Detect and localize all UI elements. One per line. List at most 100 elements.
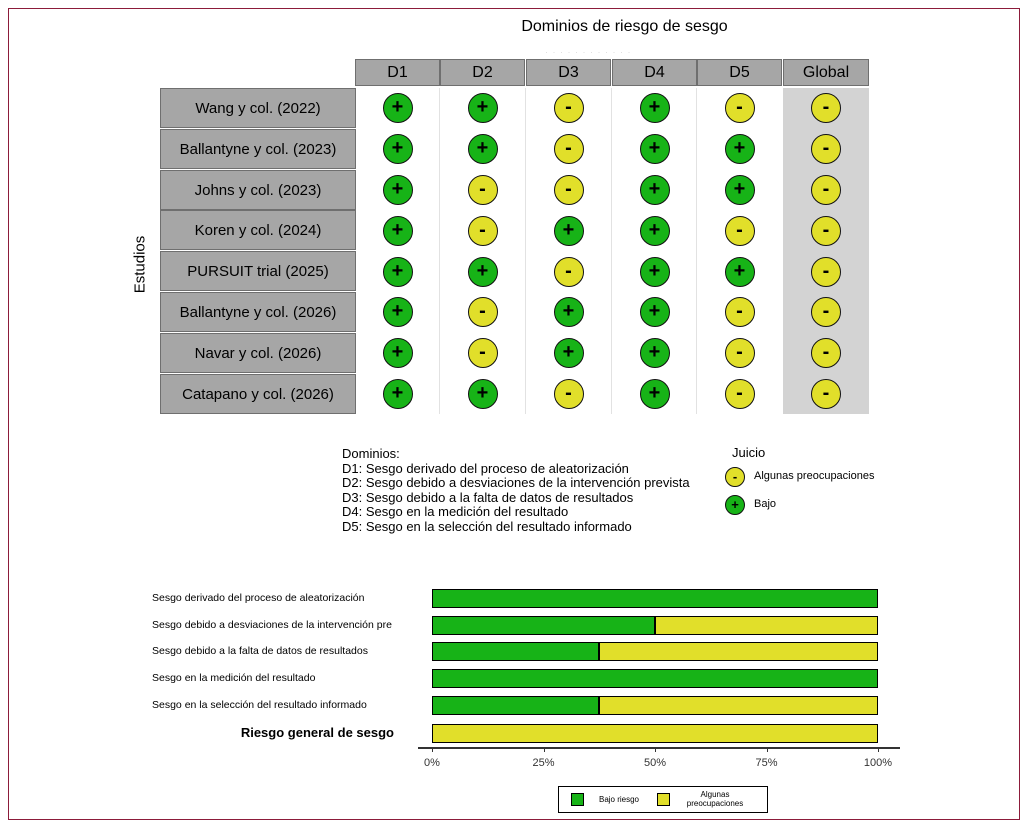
- judgement-dot-low: +: [467, 93, 498, 124]
- study-label: Ballantyne y col. (2023): [160, 128, 356, 169]
- column-header-d1: D1: [355, 59, 440, 86]
- bar-segment-some: [432, 724, 878, 743]
- domain-definition: D3: Sesgo debido a la falta de datos de …: [342, 489, 634, 505]
- judgement-dot-some: -: [467, 215, 498, 246]
- judgement-dot-low: +: [382, 215, 413, 246]
- x-tick: [543, 747, 545, 752]
- bar-segment-low: [432, 642, 600, 661]
- judgement-dot-low: +: [724, 256, 755, 287]
- study-label: PURSUIT trial (2025): [160, 251, 356, 292]
- grid-line: [439, 88, 440, 415]
- judgement-dot-low: +: [382, 134, 413, 165]
- study-label: Johns y col. (2023): [160, 169, 356, 210]
- domain-definition: D2: Sesgo debido a desviaciones de la in…: [342, 475, 690, 490]
- judgement-legend-title: Juicio: [732, 445, 766, 460]
- legend-label-low: Bajo: [754, 498, 777, 510]
- judgement-dot-low: +: [639, 134, 670, 165]
- study-label: Ballantyne y col. (2026): [160, 292, 356, 332]
- summary-legend: Bajo riesgo Algunas preocupaciones: [558, 786, 768, 813]
- domain-bar-label: Sesgo en la medición del resultado: [152, 672, 316, 684]
- study-label: Wang y col. (2022): [160, 88, 356, 128]
- judgement-dot-some: -: [811, 134, 841, 165]
- judgement-dot-low: +: [553, 215, 584, 246]
- bar-segment-low: [432, 616, 655, 635]
- judgement-dot-some: -: [811, 93, 841, 124]
- grid-line: [525, 88, 526, 415]
- figure-frame: [8, 8, 1020, 820]
- judgement-dot-low: +: [382, 338, 413, 369]
- bar-segment-some: [599, 696, 878, 715]
- legend-swatch-some: [657, 793, 670, 806]
- judgement-dot-some: -: [724, 297, 755, 328]
- judgement-dot-low: +: [639, 297, 670, 328]
- x-tick: [878, 747, 879, 752]
- faded-watermark: · · · · · · · · · · · ·: [545, 47, 632, 57]
- judgement-dot-some: -: [811, 215, 841, 246]
- legend-dot-some: -: [725, 467, 745, 487]
- judgement-dot-low: +: [724, 134, 755, 165]
- domain-definition: D4: Sesgo en la medición del resultado: [342, 504, 569, 519]
- column-header-global: Global: [783, 59, 869, 86]
- x-tick-label: 75%: [755, 757, 778, 769]
- judgement-dot-some: -: [467, 175, 498, 205]
- column-header-d5: D5: [697, 59, 782, 86]
- domain-bar-label: Sesgo debido a desviaciones de la interv…: [152, 619, 392, 631]
- x-tick-label: 0%: [424, 757, 440, 769]
- legend-label-low: Bajo riesgo: [598, 795, 640, 804]
- domain-bar-label: Sesgo debido a la falta de datos de resu…: [152, 645, 368, 657]
- judgement-dot-some: -: [467, 297, 498, 328]
- study-label: Koren y col. (2024): [160, 210, 356, 251]
- judgement-dot-some: -: [553, 93, 584, 124]
- judgement-dot-low: +: [382, 256, 413, 287]
- judgement-dot-low: +: [639, 379, 670, 409]
- judgement-dot-low: +: [639, 215, 670, 246]
- bar-segment-some: [599, 642, 878, 661]
- judgement-dot-low: +: [639, 256, 670, 287]
- judgement-dot-low: +: [467, 134, 498, 165]
- traffic-light-title: Dominios de riesgo de sesgo: [521, 18, 728, 35]
- overall-risk-label: Riesgo general de sesgo: [240, 725, 394, 740]
- judgement-dot-some: -: [811, 175, 841, 205]
- study-label: Catapano y col. (2026): [160, 373, 356, 414]
- judgement-dot-low: +: [639, 93, 670, 124]
- judgement-dot-low: +: [553, 338, 584, 369]
- judgement-dot-some: -: [553, 175, 584, 205]
- bar-segment-low: [432, 589, 878, 608]
- column-header-d2: D2: [440, 59, 525, 86]
- grid-line: [696, 88, 697, 415]
- judgement-dot-low: +: [382, 297, 413, 328]
- legend-swatch-low: [571, 793, 584, 806]
- judgement-dot-low: +: [724, 175, 755, 205]
- judgement-dot-low: +: [382, 93, 413, 124]
- x-tick: [655, 747, 656, 752]
- domains-legend: Dominios: D1: Sesgo derivado del proceso…: [342, 446, 690, 534]
- judgement-dot-some: -: [724, 379, 755, 409]
- judgement-dot-low: +: [639, 338, 670, 369]
- judgement-dot-some: -: [553, 379, 584, 409]
- domain-bar-label: Sesgo derivado del proceso de aleatoriza…: [152, 592, 365, 604]
- judgement-dot-low: +: [382, 379, 413, 409]
- legend-dot-low: +: [725, 495, 745, 515]
- judgement-dot-some: -: [467, 338, 498, 369]
- judgement-dot-some: -: [724, 215, 755, 246]
- x-tick-label: 100%: [863, 757, 893, 769]
- study-label: Navar y col. (2026): [160, 332, 356, 373]
- judgement-dot-low: +: [467, 379, 498, 409]
- judgement-dot-some: -: [811, 338, 841, 369]
- x-axis-line: [418, 747, 900, 749]
- column-header-d3: D3: [526, 59, 611, 86]
- domains-legend-title: Dominios:: [342, 446, 400, 461]
- judgement-dot-low: +: [553, 297, 584, 328]
- domain-definition: D1: Sesgo derivado del proceso de aleato…: [342, 460, 629, 476]
- judgement-dot-some: -: [811, 297, 841, 328]
- judgement-dot-some: -: [553, 256, 584, 287]
- judgement-dot-some: -: [553, 134, 584, 165]
- domain-bar-label: Sesgo en la selección del resultado info…: [152, 699, 367, 711]
- judgement-dot-some: -: [811, 379, 841, 409]
- judgement-dot-low: +: [467, 256, 498, 287]
- column-header-d4: D4: [612, 59, 697, 86]
- judgement-dot-low: +: [382, 175, 413, 205]
- legend-label-some: Algunas preocupaciones: [686, 790, 744, 808]
- judgement-dot-some: -: [811, 256, 841, 287]
- studies-axis-title: Estudios: [131, 235, 149, 294]
